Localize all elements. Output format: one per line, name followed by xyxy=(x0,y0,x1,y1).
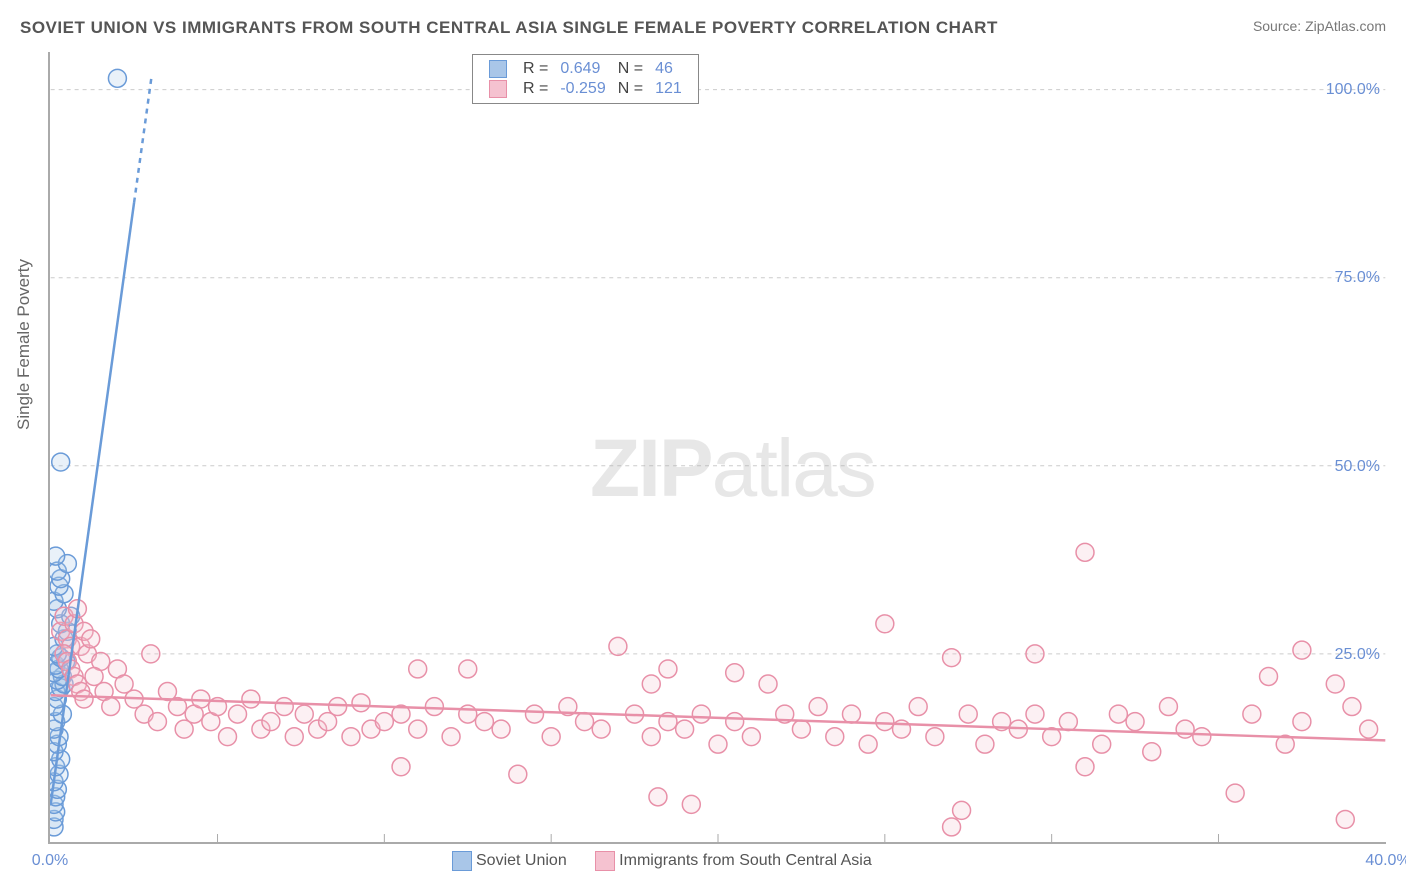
legend-item-sca: Immigrants from South Central Asia xyxy=(595,851,872,871)
correlation-legend: R = 0.649 N = 46 R = -0.259 N = 121 xyxy=(472,54,699,104)
n-label-1: N = xyxy=(612,59,649,79)
x-tick-max: 40.0% xyxy=(1365,852,1406,870)
legend-label-sca: Immigrants from South Central Asia xyxy=(619,852,872,870)
legend-item-soviet: Soviet Union xyxy=(452,851,567,871)
swatch-sca xyxy=(489,80,507,98)
r-label-2: R = xyxy=(517,79,554,99)
chart-plot-area: ZIPatlas 25.0%50.0%75.0%100.0%0.0%40.0% xyxy=(48,52,1386,844)
r-label-1: R = xyxy=(517,59,554,79)
swatch-soviet-bottom xyxy=(452,851,472,871)
legend-label-soviet: Soviet Union xyxy=(476,852,567,870)
y-tick-label: 75.0% xyxy=(1335,269,1380,287)
chart-svg xyxy=(50,52,1386,842)
y-axis-label: Single Female Poverty xyxy=(14,259,34,430)
chart-title: SOVIET UNION VS IMMIGRANTS FROM SOUTH CE… xyxy=(20,18,998,38)
y-tick-label: 100.0% xyxy=(1326,81,1380,99)
y-tick-label: 50.0% xyxy=(1335,458,1380,476)
source-label: Source: xyxy=(1253,18,1301,34)
y-tick-label: 25.0% xyxy=(1335,646,1380,664)
legend-row-1: R = 0.649 N = 46 xyxy=(483,59,688,79)
legend-row-2: R = -0.259 N = 121 xyxy=(483,79,688,99)
r-value-1: 0.649 xyxy=(554,59,611,79)
swatch-sca-bottom xyxy=(595,851,615,871)
source-link[interactable]: ZipAtlas.com xyxy=(1305,18,1386,34)
r-value-2: -0.259 xyxy=(554,79,611,99)
n-value-2: 121 xyxy=(649,79,688,99)
series-legend: Soviet Union Immigrants from South Centr… xyxy=(440,851,884,876)
swatch-soviet xyxy=(489,60,507,78)
x-tick-min: 0.0% xyxy=(32,852,68,870)
n-label-2: N = xyxy=(612,79,649,99)
source-attribution: Source: ZipAtlas.com xyxy=(1253,18,1386,34)
n-value-1: 46 xyxy=(649,59,688,79)
